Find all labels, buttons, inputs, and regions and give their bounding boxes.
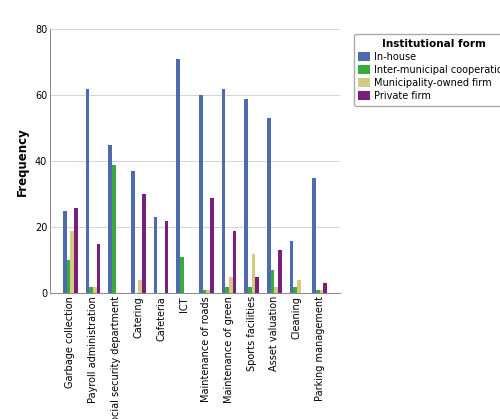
Bar [96,244,100,293]
Bar [93,287,96,293]
Bar [142,194,146,293]
Bar [138,280,142,293]
Bar [210,198,214,293]
Bar [180,257,184,293]
Bar [323,283,327,293]
Bar [248,287,252,293]
Bar [112,165,116,293]
Bar [226,287,229,293]
Bar [320,290,323,293]
Bar [274,287,278,293]
Bar [316,290,320,293]
Bar [252,253,255,293]
Bar [267,119,270,293]
Bar [74,207,78,293]
Bar [206,290,210,293]
Bar [164,221,168,293]
Bar [270,270,274,293]
Bar [86,89,90,293]
Bar [202,290,206,293]
Y-axis label: Frequency: Frequency [16,127,30,196]
Bar [63,211,67,293]
Bar [244,98,248,293]
Bar [199,95,202,293]
Bar [176,59,180,293]
Bar [222,89,226,293]
Legend: In-house, Inter-municipal cooperation, Municipality-owned firm, Private firm: In-house, Inter-municipal cooperation, M… [354,34,500,106]
Bar [312,178,316,293]
Bar [108,145,112,293]
Bar [297,280,300,293]
Bar [70,230,74,293]
Bar [90,287,93,293]
Bar [154,217,158,293]
Bar [131,171,135,293]
Bar [67,260,70,293]
Bar [278,251,281,293]
Bar [290,241,294,293]
Bar [232,230,236,293]
Bar [229,277,232,293]
Bar [294,287,297,293]
Bar [255,277,259,293]
